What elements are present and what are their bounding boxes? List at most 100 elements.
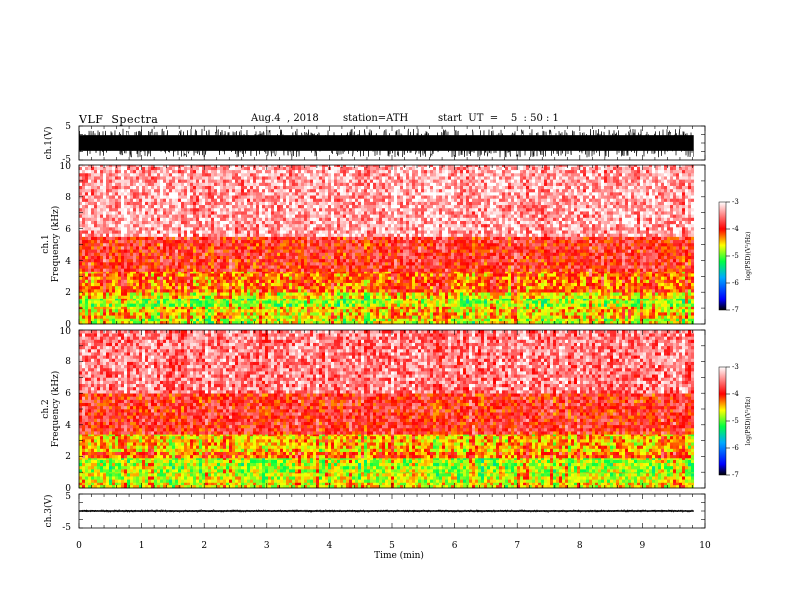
spectrogram-cell (616, 318, 619, 321)
spectrogram-cell (289, 312, 292, 315)
spectrogram-cell (658, 312, 661, 315)
spectrogram-cell (487, 307, 490, 310)
spectrogram-cell (670, 309, 673, 312)
spectrogram-cell (229, 309, 232, 312)
spectrogram-cell (85, 307, 88, 310)
spectrogram-cell (424, 309, 427, 312)
spectrogram-cell (142, 318, 145, 321)
spectrogram-cell (127, 312, 130, 315)
spectrogram-cell (301, 303, 304, 306)
spectrogram-cell (595, 318, 598, 321)
spectrogram-cell (223, 300, 226, 303)
spectrogram-cell (655, 315, 658, 318)
spectrogram-cell (457, 312, 460, 315)
spectrogram-cell (421, 318, 424, 321)
spectrogram-cell (97, 315, 100, 318)
spectrogram-cell (238, 318, 241, 321)
spectrogram-cell (433, 312, 436, 315)
spectrogram-cell (319, 303, 322, 306)
spectrogram-cell (562, 312, 565, 315)
spectrogram-cell (244, 300, 247, 303)
spectrogram-cell (160, 315, 163, 318)
spectrogram-cell (97, 307, 100, 310)
spectrogram-cell (685, 307, 688, 310)
spectrogram-cell (322, 312, 325, 315)
spectrogram-cell (664, 303, 667, 306)
spectrogram-cell (163, 315, 166, 318)
spectrogram-cell (616, 307, 619, 310)
spectrogram-cell (535, 303, 538, 306)
spectrogram-cell (457, 318, 460, 321)
spectrogram-cell (664, 309, 667, 312)
spectrogram-cell (406, 303, 409, 306)
spectrogram-cell (106, 300, 109, 303)
spectrogram-cell (409, 309, 412, 312)
spectrogram-cell (535, 309, 538, 312)
spectrogram-cell (304, 303, 307, 306)
spectrogram-cell (172, 300, 175, 303)
spectrogram-cell (313, 300, 316, 303)
spectrogram-cell (358, 312, 361, 315)
spectrogram-cell (400, 309, 403, 312)
spectrogram-cell (478, 307, 481, 310)
spectrogram-cell (382, 309, 385, 312)
spectrogram-cell (250, 300, 253, 303)
spectrogram-cell (328, 309, 331, 312)
spectrogram-cell (163, 307, 166, 310)
spectrogram-cell (214, 315, 217, 318)
spectrogram-cell (271, 307, 274, 310)
spectrogram-cell (316, 315, 319, 318)
spectrogram-cell (244, 315, 247, 318)
spectrogram-cell (370, 300, 373, 303)
spectrogram-cell (619, 303, 622, 306)
spectrogram-cell (187, 318, 190, 321)
spectrogram-cell (601, 315, 604, 318)
spectrogram-cell (445, 315, 448, 318)
spectrogram-cell (622, 309, 625, 312)
spectrogram-cell (220, 315, 223, 318)
spectrogram-cell (520, 309, 523, 312)
spectrogram-cell (469, 318, 472, 321)
spectrogram-cell (415, 309, 418, 312)
spectrogram-cell (124, 300, 127, 303)
spectrogram-cell (667, 312, 670, 315)
spectrogram-cell (652, 309, 655, 312)
spectrogram-cell (235, 309, 238, 312)
spectrogram-cell (319, 315, 322, 318)
spectrogram-cell (385, 307, 388, 310)
spectrogram-cell (208, 307, 211, 310)
spectrogram-cell (457, 307, 460, 310)
spectrogram-cell (634, 315, 637, 318)
spectrogram-cell (514, 303, 517, 306)
spectrogram-cell (154, 318, 157, 321)
spectrogram-cell (613, 303, 616, 306)
spectrogram-cell (475, 312, 478, 315)
spectrogram-cell (304, 318, 307, 321)
spectrogram-cell (181, 300, 184, 303)
spectrogram-cell (175, 315, 178, 318)
spectrogram-cell (589, 318, 592, 321)
spectrogram-cell (271, 300, 274, 303)
spectrogram-cell (352, 318, 355, 321)
spectrogram-cell (292, 300, 295, 303)
spectrogram-cell (649, 303, 652, 306)
spectrogram-cell (373, 303, 376, 306)
spectrogram-cell (550, 312, 553, 315)
spectrogram-cell (124, 307, 127, 310)
spectrogram-cell (583, 307, 586, 310)
spectrogram-cell (142, 303, 145, 306)
spectrogram-cell (460, 318, 463, 321)
spectrogram-cell (466, 318, 469, 321)
spectrogram-cell (331, 309, 334, 312)
spectrogram-cell (112, 312, 115, 315)
spectrogram-cell (280, 318, 283, 321)
spectrogram-cell (112, 303, 115, 306)
spectrogram-cell (658, 318, 661, 321)
spectrogram-cell (475, 315, 478, 318)
spectrogram-cell (544, 309, 547, 312)
spectrogram-cell (238, 315, 241, 318)
spectrogram-cell (79, 303, 82, 306)
spectrogram-cell (676, 312, 679, 315)
spectrogram-cell (139, 300, 142, 303)
spectrogram-cell (460, 315, 463, 318)
